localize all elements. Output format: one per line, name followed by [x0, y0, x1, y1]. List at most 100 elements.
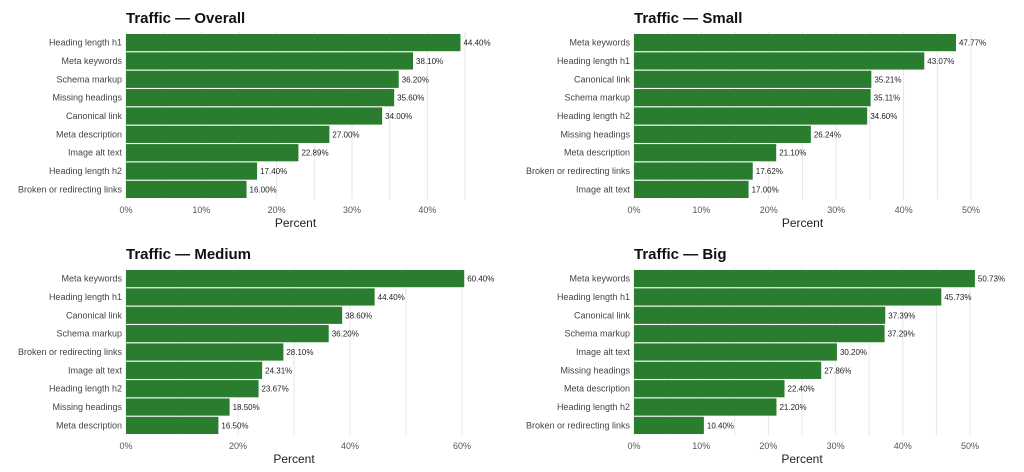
value-label: 10.40%: [707, 421, 734, 430]
bar: [634, 325, 885, 343]
category-label: Schema markup: [56, 74, 122, 84]
value-label: 35.11%: [874, 94, 901, 103]
category-label: Meta keywords: [569, 274, 630, 284]
value-label: 16.00%: [250, 185, 277, 194]
bar: [126, 380, 259, 398]
bar: [634, 107, 868, 125]
value-label: 22.89%: [301, 149, 328, 158]
x-tick-label: 40%: [895, 205, 913, 215]
x-tick-label: 10%: [692, 205, 710, 215]
bar: [126, 398, 230, 416]
value-label: 43.07%: [927, 57, 954, 66]
x-tick-label: 20%: [759, 441, 777, 451]
bar: [126, 361, 263, 379]
value-label: 44.40%: [378, 293, 405, 302]
value-label: 16.50%: [221, 421, 248, 430]
value-label: 35.60%: [397, 94, 424, 103]
bar: [634, 343, 837, 361]
value-label: 50.73%: [978, 275, 1005, 284]
value-label: 60.40%: [467, 275, 494, 284]
bar: [634, 125, 811, 143]
bar: [634, 162, 753, 180]
chart-medium: Traffic — Medium 0% 20% 40% 60% Meta keywords…: [18, 246, 494, 466]
value-label: 21.10%: [779, 149, 806, 158]
category-label: Meta description: [564, 148, 630, 158]
x-axis-label: Percent: [275, 216, 317, 230]
bar: [126, 343, 284, 361]
category-label: Meta keywords: [61, 56, 122, 66]
category-label: Heading length h1: [49, 292, 122, 302]
chart-panel-small: Traffic — Small 0% 10% 20% 30% 40% 50% Meta key…: [508, 0, 1020, 236]
bar: [634, 180, 749, 198]
bar: [634, 361, 822, 379]
value-label: 47.77%: [959, 39, 986, 48]
bar: [634, 398, 777, 416]
value-label: 22.40%: [788, 385, 815, 394]
bar: [126, 306, 343, 324]
chart-title: Traffic — Medium: [126, 246, 251, 263]
chart-panel-medium: Traffic — Medium 0% 20% 40% 60% Meta keywords…: [0, 236, 512, 472]
value-label: 34.60%: [870, 112, 897, 121]
bar: [126, 162, 258, 180]
value-label: 30.20%: [840, 348, 867, 357]
bar: [126, 325, 329, 343]
value-label: 17.40%: [260, 167, 287, 176]
x-tick-label: 40%: [341, 441, 359, 451]
value-label: 34.00%: [385, 112, 412, 121]
category-label: Image alt text: [576, 347, 631, 357]
category-label: Image alt text: [576, 184, 631, 194]
x-tick-label: 30%: [827, 205, 845, 215]
bar: [126, 89, 395, 107]
bar: [126, 107, 383, 125]
value-label: 17.62%: [756, 167, 783, 176]
bar: [126, 70, 399, 88]
bar: [126, 144, 299, 162]
value-label: 44.40%: [463, 39, 490, 48]
category-label: Broken or redirecting links: [526, 166, 631, 176]
x-tick-label: 0%: [627, 441, 640, 451]
x-tick-label: 0%: [119, 205, 132, 215]
bar: [634, 288, 942, 306]
x-tick-label: 20%: [268, 205, 286, 215]
category-label: Canonical link: [66, 310, 123, 320]
bar: [126, 52, 414, 70]
bar: [634, 89, 871, 107]
category-label: Schema markup: [564, 93, 630, 103]
category-label: Missing headings: [560, 129, 630, 139]
category-label: Meta description: [56, 129, 122, 139]
category-label: Canonical link: [574, 310, 631, 320]
bar: [126, 180, 247, 198]
x-tick-label: 10%: [692, 441, 710, 451]
value-label: 26.24%: [814, 130, 841, 139]
bar: [126, 288, 375, 306]
x-tick-label: 20%: [229, 441, 247, 451]
value-label: 38.60%: [345, 311, 372, 320]
bar: [634, 52, 925, 70]
bar: [126, 270, 465, 288]
value-label: 21.20%: [779, 403, 806, 412]
bar: [126, 416, 219, 434]
chart-title: Traffic — Big: [634, 246, 727, 263]
value-label: 17.00%: [752, 185, 779, 194]
bar: [634, 380, 785, 398]
value-label: 27.00%: [332, 130, 359, 139]
value-label: 28.10%: [286, 348, 313, 357]
chart-panel-big: Traffic — Big 0% 10% 20% 30% 40% 50% Meta keywo…: [508, 236, 1020, 472]
category-label: Broken or redirecting links: [18, 347, 123, 357]
x-axis-label: Percent: [273, 452, 315, 466]
x-tick-label: 10%: [192, 205, 210, 215]
value-label: 38.10%: [416, 57, 443, 66]
value-label: 36.20%: [332, 330, 359, 339]
x-axis-label: Percent: [782, 216, 824, 230]
category-label: Missing headings: [560, 365, 630, 375]
x-tick-label: 0%: [627, 205, 640, 215]
bar: [634, 34, 956, 52]
bar: [634, 144, 777, 162]
category-label: Meta keywords: [61, 274, 122, 284]
category-label: Heading length h2: [557, 402, 630, 412]
chart-title: Traffic — Overall: [126, 10, 245, 27]
chart-small: Traffic — Small 0% 10% 20% 30% 40% 50% Meta key…: [526, 10, 986, 230]
category-label: Image alt text: [68, 365, 123, 375]
x-tick-label: 30%: [343, 205, 361, 215]
category-label: Heading length h1: [49, 38, 122, 48]
